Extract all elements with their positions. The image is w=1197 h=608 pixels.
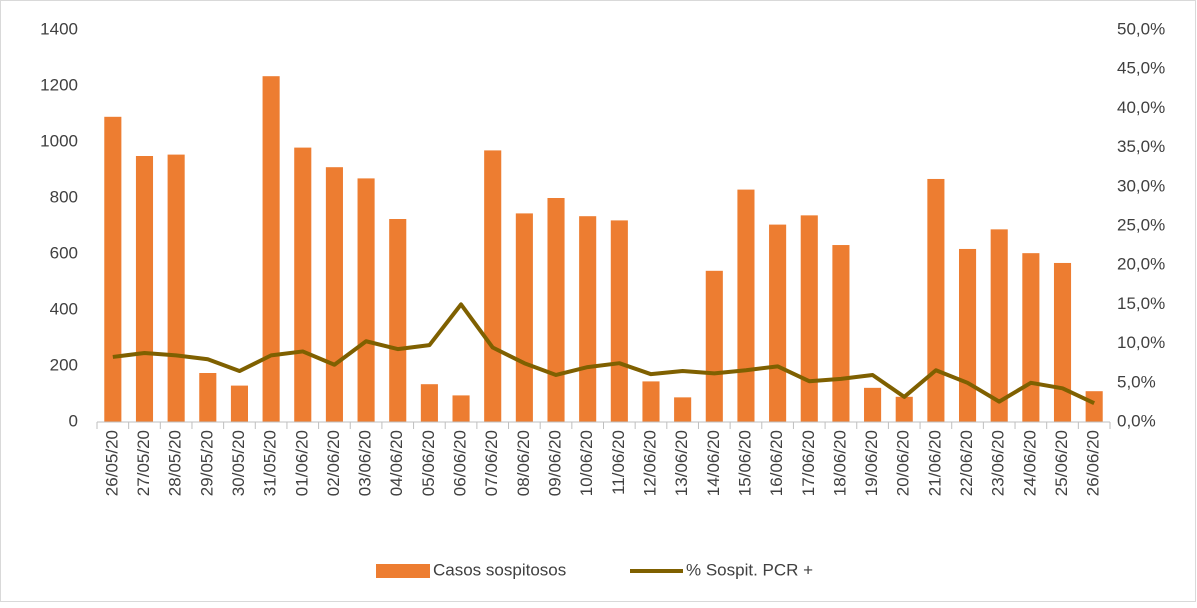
y-tick-label: 0 [69, 411, 78, 430]
y2-tick-label: 0,0% [1117, 411, 1156, 430]
bar [262, 76, 280, 422]
bar [294, 147, 312, 422]
bar [1085, 391, 1103, 422]
y2-tick-label: 15,0% [1117, 294, 1165, 313]
x-tick-label: 05/06/20 [419, 430, 438, 496]
bar [135, 156, 154, 422]
x-tick-label: 30/05/20 [229, 430, 248, 496]
bar [357, 178, 375, 422]
bar [737, 189, 755, 422]
x-tick-label: 20/06/20 [894, 430, 913, 496]
x-tick-label: 09/06/20 [546, 430, 565, 496]
bar [610, 220, 628, 422]
y2-tick-label: 50,0% [1117, 19, 1165, 38]
bar [199, 373, 217, 422]
y2-tick-label: 10,0% [1117, 333, 1165, 352]
bar [579, 216, 597, 422]
bar [325, 167, 343, 422]
bar [705, 270, 723, 422]
y-tick-label: 400 [50, 299, 78, 318]
x-tick-label: 18/06/20 [830, 430, 849, 496]
y2-tick-label: 20,0% [1117, 255, 1165, 274]
x-tick-label: 19/06/20 [862, 430, 881, 496]
bar [990, 229, 1008, 422]
bar [420, 384, 438, 422]
bar [1022, 253, 1040, 422]
y2-tick-label: 25,0% [1117, 215, 1165, 234]
bar [642, 381, 660, 422]
x-tick-label: 08/06/20 [514, 430, 533, 496]
bar [927, 178, 945, 422]
bar [769, 224, 787, 422]
x-tick-label: 03/06/20 [356, 430, 375, 496]
bar [167, 154, 185, 422]
x-tick-label: 25/06/20 [1052, 430, 1071, 496]
x-tick-label: 24/06/20 [1020, 430, 1039, 496]
x-tick-label: 26/05/20 [102, 430, 121, 496]
y2-tick-label: 30,0% [1117, 176, 1165, 195]
bar [389, 219, 407, 422]
x-tick-label: 06/06/20 [451, 430, 470, 496]
bar [547, 198, 565, 422]
legend-label: Casos sospitosos [433, 560, 566, 579]
x-tick-label: 21/06/20 [925, 430, 944, 496]
y2-tick-label: 45,0% [1117, 59, 1165, 78]
x-tick-label: 16/06/20 [767, 430, 786, 496]
x-tick-label: 17/06/20 [799, 430, 818, 496]
bar [515, 213, 533, 422]
legend-label: % Sospit. PCR + [686, 560, 813, 579]
bar [104, 116, 122, 423]
y-tick-label: 1400 [40, 19, 78, 38]
bar [452, 395, 470, 422]
y2-tick-label: 5,0% [1117, 372, 1156, 391]
x-tick-label: 04/06/20 [387, 430, 406, 496]
y-tick-label: 600 [50, 243, 78, 262]
bar [674, 397, 692, 422]
y-tick-label: 200 [50, 355, 78, 374]
bar [864, 387, 882, 422]
x-tick-label: 31/05/20 [261, 430, 280, 496]
x-tick-label: 02/06/20 [324, 430, 343, 496]
x-tick-label: 28/05/20 [166, 430, 185, 496]
bar [484, 150, 502, 422]
legend-swatch [376, 564, 430, 578]
bar [832, 245, 850, 422]
x-tick-label: 27/05/20 [134, 430, 153, 496]
y-tick-label: 800 [50, 187, 78, 206]
x-tick-label: 12/06/20 [640, 430, 659, 496]
x-tick-label: 15/06/20 [735, 430, 754, 496]
x-tick-label: 22/06/20 [957, 430, 976, 496]
x-tick-label: 10/06/20 [577, 430, 596, 496]
bar [958, 248, 977, 422]
bar [1053, 262, 1072, 422]
x-tick-label: 23/06/20 [989, 430, 1008, 496]
x-tick-label: 29/05/20 [197, 430, 216, 496]
line [112, 302, 1096, 405]
x-tick-label: 01/06/20 [292, 430, 311, 496]
y2-tick-label: 40,0% [1117, 98, 1165, 117]
x-tick-label: 13/06/20 [672, 430, 691, 496]
bar [230, 385, 249, 422]
bar [800, 215, 818, 422]
y-tick-label: 1200 [40, 75, 78, 94]
y2-tick-label: 35,0% [1117, 137, 1165, 156]
x-tick-label: 14/06/20 [704, 430, 723, 496]
x-tick-label: 07/06/20 [482, 430, 501, 496]
bar [895, 396, 913, 422]
x-tick-label: 11/06/20 [609, 430, 628, 495]
y-tick-label: 1000 [40, 131, 78, 150]
x-tick-label: 26/06/20 [1084, 430, 1103, 496]
